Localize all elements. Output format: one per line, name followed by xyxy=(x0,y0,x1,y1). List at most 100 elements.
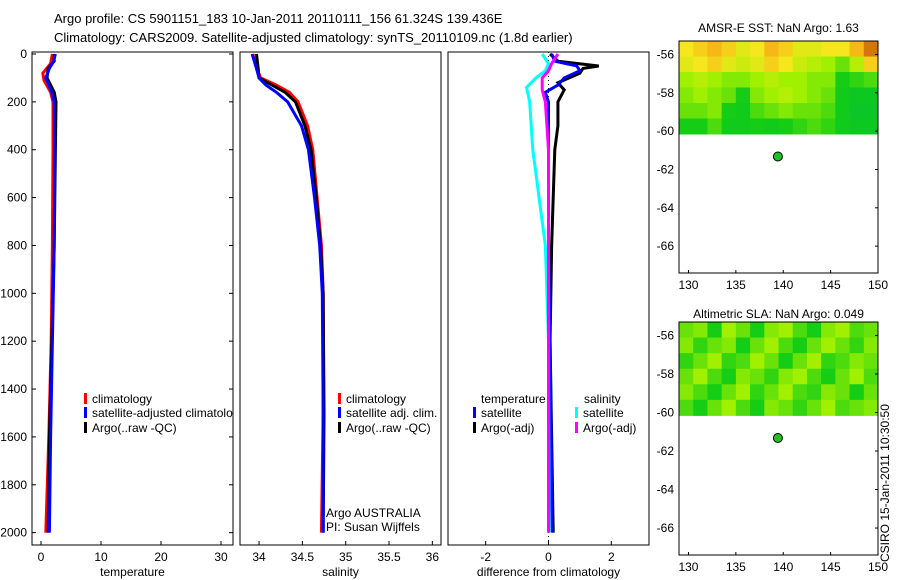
heatmap-cell xyxy=(735,87,751,104)
series-line-satellite-adj- xyxy=(250,53,325,533)
legend-swatch xyxy=(473,407,476,418)
heatmap-cell xyxy=(835,399,851,416)
y-tick-label: -66 xyxy=(657,239,675,253)
y-tick-label: -62 xyxy=(657,444,675,458)
title-line-2: Climatology: CARS2009. Satellite-adjuste… xyxy=(54,30,573,45)
x-tick-label: 35 xyxy=(339,550,353,564)
heatmap-cell xyxy=(849,353,865,370)
heatmap-cell xyxy=(863,87,879,104)
heatmap-cell xyxy=(764,56,779,73)
heatmap-cell xyxy=(778,384,794,401)
y-tick-label: -64 xyxy=(657,483,675,497)
plot-frame-2 xyxy=(239,51,442,546)
heatmap-cell xyxy=(721,102,737,119)
legend-swatch xyxy=(338,407,341,418)
y-tick-label: 200 xyxy=(7,95,27,109)
series-line-satellite-adjusted xyxy=(44,53,57,533)
y-tick-label: 1400 xyxy=(0,382,27,396)
heatmap-cell xyxy=(778,399,794,416)
y-tick-label: -62 xyxy=(657,162,675,176)
heatmap-cell xyxy=(806,41,822,57)
legend-label: climatology xyxy=(92,392,152,406)
heatmap-cell xyxy=(806,353,822,370)
heatmap-cell xyxy=(792,118,808,135)
y-tick-label: -60 xyxy=(657,406,675,420)
plot-frame-1 xyxy=(31,51,234,546)
legend-label: Argo(..raw -QC) xyxy=(346,421,431,435)
heatmap-cell xyxy=(821,118,836,135)
y-tick-label: 600 xyxy=(7,191,27,205)
heatmap-cell xyxy=(863,368,879,385)
heatmap-cell xyxy=(835,353,851,370)
heatmap-cell xyxy=(792,71,808,88)
heatmap-cell xyxy=(735,56,751,73)
heatmap-cell xyxy=(778,118,794,135)
heatmap-cell xyxy=(849,71,865,88)
heatmap-cell xyxy=(750,56,765,73)
heatmap-cell xyxy=(778,41,794,57)
heatmap-cell xyxy=(735,384,751,401)
heatmap-cell xyxy=(693,353,708,370)
heatmap-cell xyxy=(835,384,851,401)
heatmap-cell xyxy=(750,322,765,339)
x-tick-label: 140 xyxy=(773,560,793,574)
heatmap-cell xyxy=(835,337,851,354)
heatmap-cell xyxy=(821,399,836,416)
heatmap-cell xyxy=(821,56,836,73)
heatmap-cell xyxy=(750,71,765,88)
heatmap-cell xyxy=(778,322,794,339)
heatmap-cell xyxy=(750,87,765,104)
heatmap-cell xyxy=(679,41,694,57)
x-tick-label: 150 xyxy=(868,560,888,574)
x-axis-label: salinity xyxy=(322,565,359,579)
heatmap-cell xyxy=(750,337,765,354)
heatmap-cell xyxy=(679,87,694,104)
heatmap-cell xyxy=(849,384,865,401)
heatmap-cell xyxy=(792,56,808,73)
x-tick-label: 145 xyxy=(821,278,841,292)
x-tick-label: 130 xyxy=(678,560,698,574)
heatmap-cell xyxy=(679,322,694,339)
heatmap-cell xyxy=(806,384,822,401)
heatmap-cell xyxy=(835,322,851,339)
series-line-temperature-argo-adj- xyxy=(548,52,599,533)
heatmap-cell xyxy=(721,337,737,354)
heatmap-cell xyxy=(707,71,723,88)
x-tick-label: 130 xyxy=(678,278,698,292)
heatmap-cell xyxy=(707,337,723,354)
heatmap-cell xyxy=(821,384,836,401)
heatmap-cell xyxy=(764,41,779,57)
heatmap-cell xyxy=(792,368,808,385)
heatmap-cell xyxy=(707,87,723,104)
heatmap-cell xyxy=(764,102,779,119)
heatmap-cell xyxy=(750,102,765,119)
heatmap-cell xyxy=(778,102,794,119)
y-tick-label: 1600 xyxy=(0,430,27,444)
heatmap-cell xyxy=(792,87,808,104)
heatmap-cell xyxy=(764,87,779,104)
heatmap-cell xyxy=(821,337,836,354)
heatmap-cell xyxy=(778,56,794,73)
x-axis-label: difference from climatology xyxy=(477,565,620,579)
x-tick-label: 36 xyxy=(426,550,440,564)
legend-title-salinity: salinity xyxy=(584,392,621,406)
x-tick-label: 140 xyxy=(773,278,793,292)
heatmap-cell xyxy=(863,71,879,88)
y-tick-label: -58 xyxy=(657,367,675,381)
heatmap-cell xyxy=(764,322,779,339)
map-frame xyxy=(678,321,879,556)
heatmap-cell xyxy=(835,71,851,88)
legend-swatch xyxy=(84,393,87,404)
heatmap-cell xyxy=(821,368,836,385)
heatmap-cell xyxy=(735,399,751,416)
heatmap-cell xyxy=(821,102,836,119)
y-tick-label: 1200 xyxy=(0,334,27,348)
heatmap-cell xyxy=(806,399,822,416)
heatmap-cell xyxy=(679,71,694,88)
y-tick-label: -56 xyxy=(657,328,675,342)
heatmap-cell xyxy=(863,337,879,354)
heatmap-cell xyxy=(778,368,794,385)
heatmap-cell xyxy=(750,384,765,401)
legend-swatch xyxy=(575,407,578,418)
heatmap-cell xyxy=(679,118,694,135)
